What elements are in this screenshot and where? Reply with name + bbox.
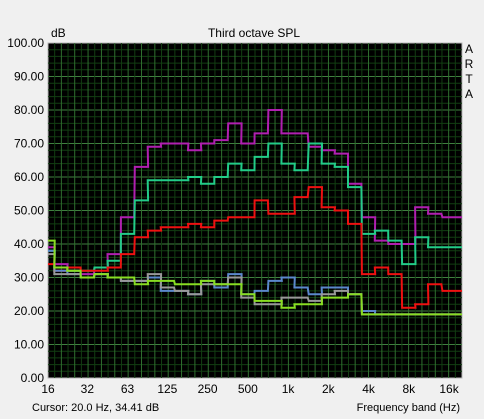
x-tick-label: 8k — [402, 382, 416, 396]
x-axis-label: Frequency band (Hz) — [356, 402, 460, 414]
side-label-letter: A — [464, 42, 473, 56]
y-tick-labels: 0.00 10.00 20.00 30.00 40.00 50.00 60.00 70.00 8… — [7, 36, 44, 385]
y-tick-label: 50.00 — [14, 204, 44, 218]
y-tick-label: 100.00 — [7, 36, 44, 50]
cursor-readout: Cursor: 20.0 Hz, 34.41 dB — [32, 402, 160, 414]
x-tick-label: 16k — [439, 382, 459, 396]
y-tick-label: 60.00 — [14, 170, 44, 184]
side-label-letter: T — [465, 72, 473, 86]
x-tick-label: 1k — [282, 382, 296, 396]
y-axis-label: dB — [51, 26, 66, 40]
y-tick-label: 10.00 — [14, 338, 44, 352]
chart-title: Third octave SPL — [208, 26, 300, 40]
series-line-6 — [48, 239, 462, 316]
y-tick-label: 20.00 — [14, 304, 44, 318]
x-tick-label: 125 — [157, 382, 177, 396]
side-label-letter: A — [464, 87, 473, 101]
series-line-2 — [48, 142, 462, 272]
x-tick-labels: 16 32 63 125 250 500 1k 2k 4k 8k 16k — [41, 382, 459, 396]
x-tick-label: 250 — [198, 382, 218, 396]
y-tick-label: 70.00 — [14, 137, 44, 151]
series-layer — [48, 109, 462, 316]
series-line-1 — [48, 109, 462, 276]
x-tick-label: 63 — [121, 382, 135, 396]
y-tick-label: 90.00 — [14, 70, 44, 84]
y-tick-label: 80.00 — [14, 103, 44, 117]
series-line-3 — [48, 186, 462, 309]
y-tick-label: 0.00 — [21, 371, 45, 385]
y-tick-label: 30.00 — [14, 271, 44, 285]
x-tick-label: 4k — [362, 382, 376, 396]
x-tick-label: 500 — [238, 382, 258, 396]
y-tick-label: 40.00 — [14, 237, 44, 251]
x-tick-label: 2k — [322, 382, 336, 396]
side-label: A R T A — [462, 42, 476, 102]
side-label-letter: R — [464, 57, 474, 71]
x-tick-label: 16 — [41, 382, 55, 396]
x-tick-label: 32 — [81, 382, 95, 396]
